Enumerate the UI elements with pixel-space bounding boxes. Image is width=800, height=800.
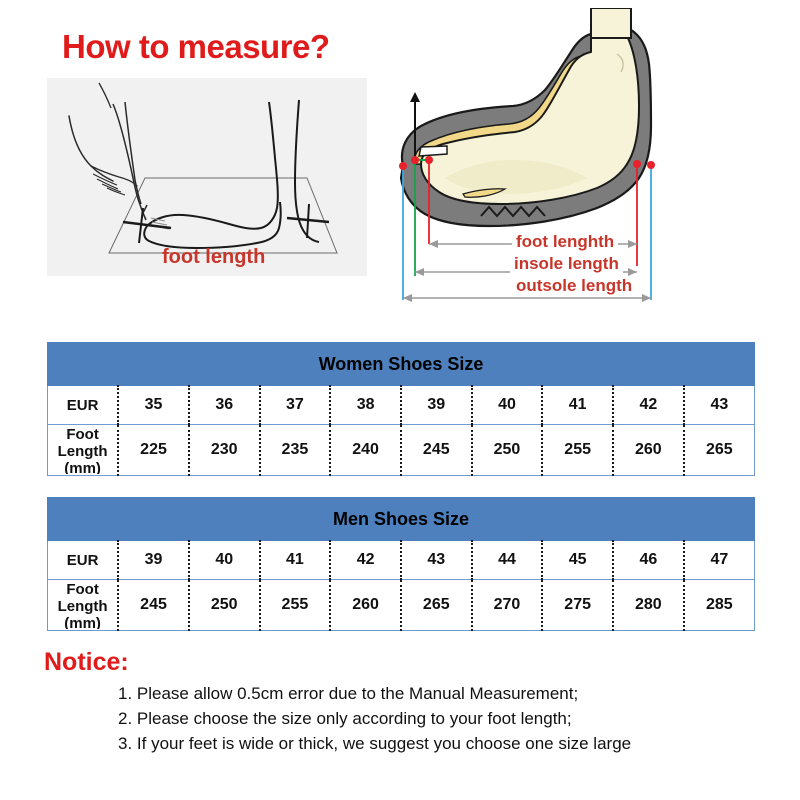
table-cell: 39 xyxy=(117,540,190,580)
table-cell: 43 xyxy=(399,540,473,580)
row-label-eur: EUR xyxy=(47,540,120,580)
row-label-unit: (mm) xyxy=(64,460,101,474)
table-cell: 47 xyxy=(682,540,755,580)
table-cell: 39 xyxy=(399,385,473,425)
table-row: EUR 39 40 41 42 43 44 45 46 47 xyxy=(47,540,755,580)
row-label-foot-length: Foot Length (mm) xyxy=(47,579,120,631)
table-cell: 270 xyxy=(470,579,544,631)
page-title: How to measure? xyxy=(62,28,330,65)
table-cell: 40 xyxy=(470,385,544,425)
dimension-label-foot-length: foot lenghth xyxy=(512,232,619,252)
table-cell: 35 xyxy=(117,385,190,425)
table-title-row: Women Shoes Size xyxy=(47,342,755,386)
table-cell: 255 xyxy=(258,579,332,631)
table-title-row: Men Shoes Size xyxy=(47,497,755,541)
dimension-label-outsole-length: outsole length xyxy=(512,276,637,296)
table-cell: 235 xyxy=(258,424,332,476)
table-cell: 240 xyxy=(329,424,402,476)
table-cell: 245 xyxy=(399,424,473,476)
table-cell: 44 xyxy=(470,540,544,580)
table-cell: 36 xyxy=(187,385,261,425)
women-shoes-size-table: Women Shoes Size EUR 35 36 37 38 39 40 4… xyxy=(47,342,755,476)
table-cell: 285 xyxy=(682,579,755,631)
notice-list: 1. Please allow 0.5cm error due to the M… xyxy=(118,681,758,756)
row-label-eur: EUR xyxy=(47,385,120,425)
notice-item: 2. Please choose the size only according… xyxy=(118,709,572,728)
row-label-foot-length-text: Foot Length xyxy=(57,581,108,615)
table-cell: 250 xyxy=(470,424,544,476)
men-table-title: Men Shoes Size xyxy=(47,497,755,541)
table-row: EUR 35 36 37 38 39 40 41 42 43 xyxy=(47,385,755,425)
trace-caption-label: foot length xyxy=(162,246,266,268)
table-cell: 41 xyxy=(258,540,332,580)
table-cell: 275 xyxy=(541,579,614,631)
table-row: Foot Length (mm) 225 230 235 240 245 250… xyxy=(47,424,755,476)
table-cell: 255 xyxy=(541,424,614,476)
shoe-cross-section-illustration xyxy=(385,8,785,320)
table-cell: 43 xyxy=(682,385,755,425)
table-cell: 260 xyxy=(329,579,402,631)
table-cell: 250 xyxy=(187,579,261,631)
row-label-foot-length-text: Foot Length xyxy=(57,426,108,460)
table-cell: 245 xyxy=(117,579,190,631)
illustration-section: How to measure? xyxy=(0,0,800,320)
table-cell: 46 xyxy=(612,540,685,580)
table-cell: 45 xyxy=(541,540,614,580)
notice-item: 3. If your feet is wide or thick, we sug… xyxy=(118,734,632,753)
table-cell: 265 xyxy=(682,424,755,476)
notice-item: 1. Please allow 0.5cm error due to the M… xyxy=(118,684,579,703)
table-cell: 280 xyxy=(612,579,685,631)
table-cell: 225 xyxy=(117,424,190,476)
row-label-foot-length: Foot Length (mm) xyxy=(47,424,120,476)
table-cell: 230 xyxy=(187,424,261,476)
dimension-label-insole-length: insole length xyxy=(510,254,623,274)
table-cell: 38 xyxy=(329,385,402,425)
women-table-title: Women Shoes Size xyxy=(47,342,755,386)
foot-tracing-illustration xyxy=(47,78,367,276)
table-cell: 42 xyxy=(329,540,402,580)
table-cell: 265 xyxy=(399,579,473,631)
table-cell: 40 xyxy=(187,540,261,580)
table-cell: 41 xyxy=(541,385,614,425)
men-shoes-size-table: Men Shoes Size EUR 39 40 41 42 43 44 45 … xyxy=(47,497,755,631)
notice-heading: Notice: xyxy=(44,648,129,676)
table-row: Foot Length (mm) 245 250 255 260 265 270… xyxy=(47,579,755,631)
table-cell: 37 xyxy=(258,385,332,425)
table-cell: 260 xyxy=(612,424,685,476)
table-cell: 42 xyxy=(612,385,685,425)
row-label-unit: (mm) xyxy=(64,615,101,629)
